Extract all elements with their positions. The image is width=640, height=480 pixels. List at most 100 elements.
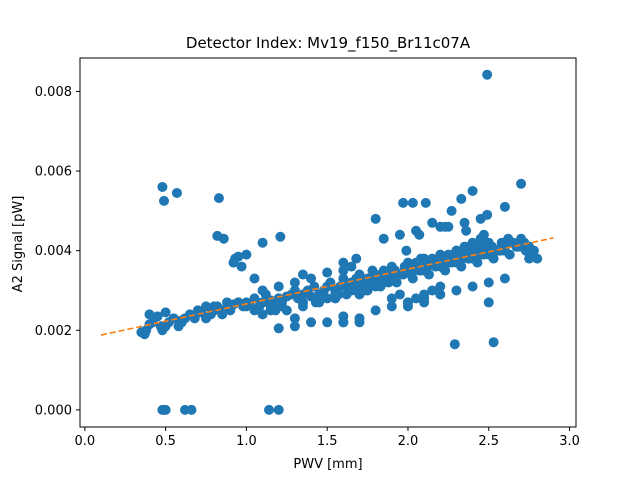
scatter-point: [451, 245, 462, 256]
scatter-point: [275, 231, 286, 242]
scatter-point: [435, 281, 446, 292]
scatter-point: [378, 233, 389, 244]
scatter-point: [289, 321, 300, 332]
scatter-point: [362, 281, 373, 292]
scatter-point: [528, 245, 539, 256]
scatter-point: [273, 281, 284, 292]
scatter-point: [451, 285, 462, 296]
scatter-point: [289, 313, 300, 324]
scatter-point: [386, 293, 397, 304]
scatter-point: [171, 187, 182, 198]
scatter-point: [249, 273, 260, 284]
scatter-point: [346, 261, 357, 272]
axes-frame: [79, 57, 577, 428]
scatter-point: [338, 257, 349, 268]
scatter-point: [516, 241, 527, 252]
y-tick-label: 0.002: [35, 324, 72, 339]
scatter-point: [249, 293, 260, 304]
scatter-point: [201, 313, 212, 324]
scatter-point: [467, 281, 478, 292]
scatter-point: [483, 297, 494, 308]
scatter-point: [249, 305, 260, 316]
scatter-point: [394, 229, 405, 240]
scatter-point: [482, 209, 493, 220]
scatter-point: [459, 241, 470, 252]
scatter-point: [402, 297, 413, 308]
scatter-point: [407, 273, 418, 284]
scatter-point: [160, 404, 171, 415]
x-tick-label: 3.0: [559, 434, 580, 449]
scatter-point: [499, 201, 510, 212]
scatter-point: [386, 301, 397, 312]
scatter-point: [354, 317, 365, 328]
scatter-point: [461, 225, 472, 236]
scatter-point: [482, 69, 493, 80]
scatter-point: [370, 305, 381, 316]
scatter-point: [322, 267, 333, 278]
scatter-point: [273, 404, 284, 415]
scatter-point: [322, 293, 333, 304]
scatter-point: [435, 289, 446, 300]
scatter-point: [401, 245, 412, 256]
scatter-point: [306, 273, 317, 284]
scatter-point: [467, 185, 478, 196]
scatter-point: [427, 217, 438, 228]
scatter-point: [159, 195, 170, 206]
scatter-point: [354, 269, 365, 280]
scatter-point: [524, 253, 535, 264]
scatter-point: [213, 193, 224, 204]
scatter-point: [338, 265, 349, 276]
scatter-point: [306, 317, 317, 328]
scatter-point: [532, 253, 543, 264]
fit-line: [100, 237, 554, 336]
scatter-point: [370, 213, 381, 224]
scatter-point: [398, 197, 409, 208]
scatter-point: [257, 237, 268, 248]
scatter-point: [414, 229, 425, 240]
scatter-point: [152, 311, 163, 322]
scatter-point: [273, 323, 284, 334]
scatter-point: [186, 404, 197, 415]
scatter-point: [451, 257, 462, 268]
scatter-point: [478, 229, 489, 240]
scatter-point: [276, 301, 287, 312]
scatter-point: [338, 273, 349, 284]
chart-title: Detector Index: Mv19_f150_Br11c07A: [186, 34, 471, 53]
x-tick-label: 1.0: [236, 434, 257, 449]
axes: 0.0 0.5 1.0 1.5 2.0 2.5 3.0 0.000 0.002 0.004 0.00…: [35, 57, 580, 449]
scatter-point: [427, 285, 438, 296]
scatter-point: [411, 257, 422, 268]
scatter-point: [314, 293, 325, 304]
scatter-point: [394, 289, 405, 300]
scatter-point: [456, 193, 467, 204]
scatter-point: [499, 273, 510, 284]
scatter-point: [351, 253, 362, 264]
scatter-point: [236, 261, 247, 272]
scatter-point: [419, 253, 430, 264]
scatter-point: [483, 277, 494, 288]
scatter-point: [446, 205, 457, 216]
plot-area: [100, 69, 554, 415]
scatter-point: [391, 277, 402, 288]
scatter-point: [459, 217, 470, 228]
x-tick-label: 1.5: [317, 434, 338, 449]
scatter-point: [435, 261, 446, 272]
x-axis-title: PWV [mm]: [293, 457, 362, 472]
scatter-point: [168, 313, 179, 324]
scatter-point: [144, 309, 155, 320]
scatter-point: [407, 197, 418, 208]
scatter-point: [160, 307, 171, 318]
x-tick-label: 2.0: [398, 434, 419, 449]
scatter-point: [257, 285, 268, 296]
y-tick-label: 0.000: [35, 403, 72, 418]
x-tick-label: 0.5: [155, 434, 176, 449]
scatter-point: [488, 337, 499, 348]
scatter-point: [420, 197, 431, 208]
scatter-point: [157, 325, 168, 336]
scatter-point: [378, 277, 389, 288]
scatter-point: [322, 317, 333, 328]
y-tick-label: 0.004: [35, 244, 72, 259]
scatter-point: [483, 249, 494, 260]
scatter-point: [398, 269, 409, 280]
